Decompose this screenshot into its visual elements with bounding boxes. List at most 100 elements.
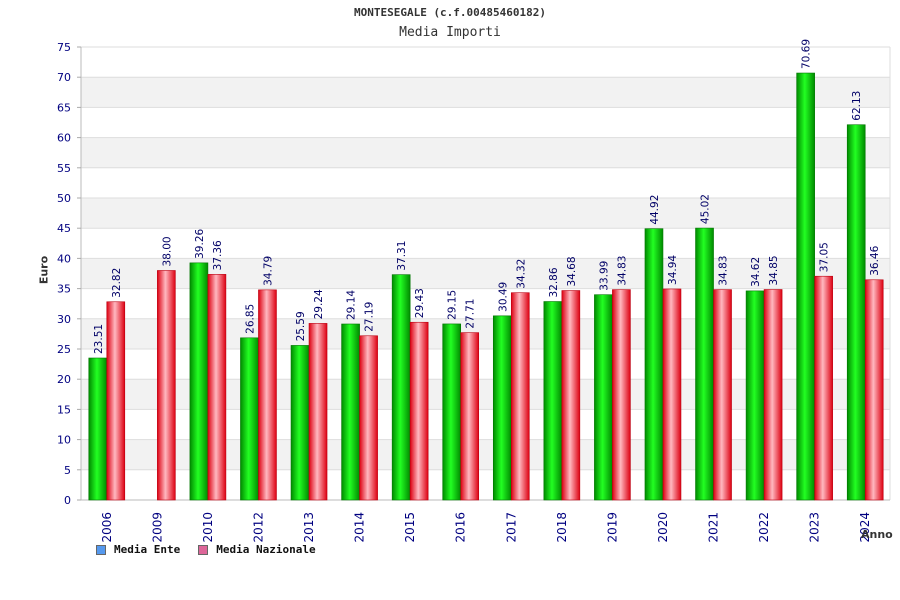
bar-nazionale — [864, 279, 884, 501]
bar-ente — [644, 228, 664, 501]
legend: Media Ente Media Nazionale — [96, 543, 316, 556]
chart-subtitle: Media Importi — [399, 25, 501, 40]
y-tick-label: 0 — [64, 494, 71, 507]
grid-band — [81, 228, 890, 259]
x-axis-label: Anno — [861, 528, 893, 541]
grid-band — [81, 47, 890, 78]
bar-ente — [543, 301, 563, 501]
y-tick-label: 35 — [57, 283, 71, 296]
data-label: 25.59 — [295, 311, 307, 341]
x-tick-label: 2024 — [858, 512, 872, 543]
data-label: 37.36 — [212, 240, 224, 270]
y-tick-label: 10 — [57, 434, 71, 447]
data-label: 38.00 — [161, 236, 173, 266]
bar-ente — [341, 323, 360, 501]
data-label: 37.05 — [819, 242, 831, 272]
data-label: 27.71 — [465, 299, 477, 329]
grid-band — [81, 198, 890, 229]
bar-ente — [240, 337, 259, 501]
bar-ente — [442, 323, 462, 501]
bar-nazionale — [662, 288, 682, 501]
data-label: 62.13 — [851, 91, 863, 121]
x-tick-label: 2021 — [707, 512, 721, 543]
bar-nazionale — [713, 289, 732, 501]
y-tick-label: 65 — [57, 101, 71, 114]
x-tick-label: 2009 — [150, 512, 164, 543]
bar-nazionale — [258, 289, 277, 501]
data-label: 34.68 — [566, 256, 578, 286]
x-tick-label: 2013 — [302, 512, 316, 543]
legend-item-ente: Media Ente — [96, 543, 180, 556]
bar-nazionale — [207, 274, 227, 501]
data-label: 34.94 — [667, 255, 679, 285]
data-label: 27.19 — [364, 302, 376, 332]
bar-ente — [695, 227, 714, 501]
bar-ente — [796, 72, 815, 501]
y-axis-label: Euro — [37, 255, 51, 285]
data-label: 34.62 — [750, 257, 762, 287]
legend-label-nazionale: Media Nazionale — [216, 543, 316, 556]
data-label: 29.43 — [414, 288, 426, 318]
bar-ente — [846, 124, 866, 501]
x-tick-label: 2006 — [100, 512, 114, 543]
x-tick-label: 2020 — [656, 512, 670, 543]
legend-swatch-nazionale — [198, 544, 209, 555]
data-label: 29.24 — [313, 289, 325, 319]
data-label: 45.02 — [700, 194, 712, 224]
bar-ente — [745, 290, 765, 501]
grid-band — [81, 77, 890, 108]
legend-item-nazionale: Media Nazionale — [198, 543, 316, 556]
bar-nazionale — [612, 289, 631, 501]
x-tick-label: 2017 — [504, 512, 518, 543]
grid-band — [81, 137, 890, 168]
legend-swatch-ente — [96, 544, 106, 555]
data-label: 29.15 — [447, 290, 459, 320]
bar-nazionale — [106, 301, 126, 501]
data-label: 34.79 — [262, 256, 274, 286]
y-tick-label: 20 — [57, 373, 71, 386]
bar-nazionale — [460, 332, 480, 501]
bar-ente — [88, 357, 108, 501]
data-label: 34.32 — [515, 259, 527, 289]
x-tick-label: 2015 — [403, 512, 417, 543]
data-labels: 23.51 32.82 38.00 39.26 37.36 26.85 34.79 25.59… — [93, 39, 881, 354]
x-tick-label: 2012 — [251, 512, 265, 543]
bar-ente — [290, 345, 310, 501]
data-label: 32.82 — [111, 268, 123, 298]
x-tick-label: 2019 — [605, 512, 619, 543]
data-label: 34.83 — [616, 256, 628, 286]
y-tick-label: 60 — [57, 132, 71, 145]
bar-nazionale — [359, 335, 378, 501]
data-label: 34.85 — [768, 255, 780, 285]
bar-nazionale — [157, 270, 176, 501]
data-label: 37.31 — [396, 241, 408, 271]
y-tick-label: 40 — [57, 252, 71, 265]
y-tick-label: 15 — [57, 403, 71, 416]
data-label: 29.14 — [346, 290, 358, 320]
y-tick-label: 70 — [57, 71, 71, 84]
x-tick-label: 2018 — [555, 512, 569, 543]
bar-ente — [391, 274, 411, 501]
x-tick-label: 2022 — [757, 512, 771, 543]
y-tick-label: 55 — [57, 162, 71, 175]
bar-ente — [492, 315, 512, 501]
bar-nazionale — [510, 292, 530, 501]
data-label: 39.26 — [194, 228, 206, 258]
data-label: 34.83 — [718, 256, 730, 286]
x-tick-label: 2010 — [201, 512, 215, 543]
data-label: 32.86 — [548, 267, 560, 297]
x-tick-label: 2014 — [353, 512, 367, 543]
x-tick-label: 2023 — [808, 512, 822, 543]
data-label: 26.85 — [244, 304, 256, 334]
data-label: 44.92 — [649, 195, 661, 225]
y-axis-ticks: 0 5 10 15 20 25 30 35 40 45 50 55 60 65 70 75 — [57, 41, 81, 507]
bar-nazionale — [814, 275, 833, 501]
y-tick-label: 5 — [64, 464, 71, 477]
y-tick-label: 45 — [57, 222, 71, 235]
bar-nazionale — [763, 289, 783, 501]
grid-band — [81, 167, 890, 198]
y-tick-label: 25 — [57, 343, 71, 356]
bar-nazionale — [308, 323, 328, 501]
legend-label-ente: Media Ente — [114, 543, 181, 556]
